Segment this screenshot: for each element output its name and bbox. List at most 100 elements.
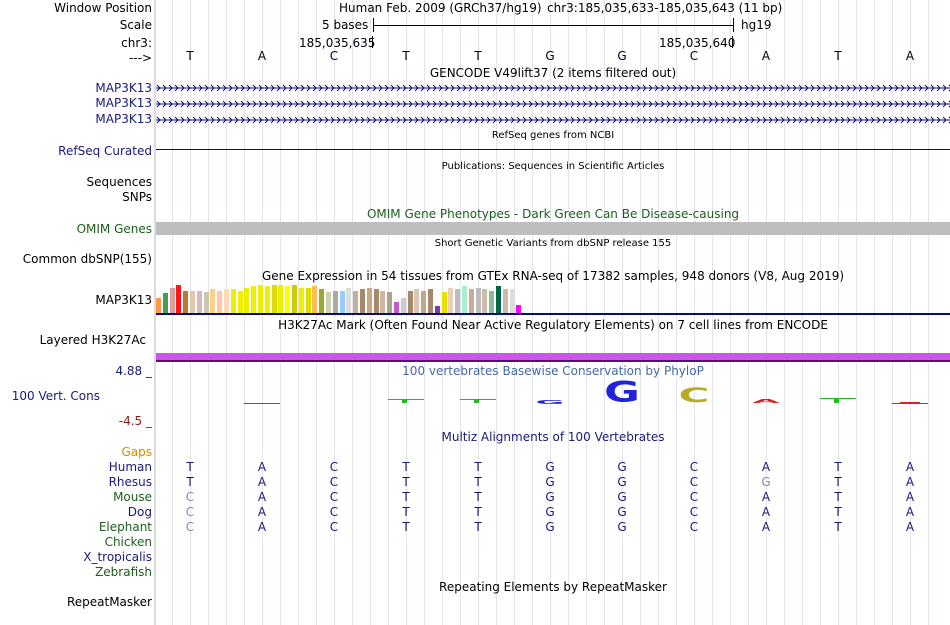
alignment-base: G xyxy=(545,490,555,504)
species-label-chicken[interactable]: Chicken xyxy=(104,535,152,549)
gtex-tissue-bar[interactable] xyxy=(360,289,365,313)
gencode-transcript[interactable] xyxy=(156,114,950,124)
gencode-transcript[interactable] xyxy=(156,82,950,92)
gencode-item-label[interactable]: MAP3K13 xyxy=(95,112,152,126)
gtex-tissue-bar[interactable] xyxy=(332,291,338,313)
gtex-tissue-bar[interactable] xyxy=(428,289,433,313)
gtex-tissue-bar[interactable] xyxy=(434,306,440,313)
gtex-tissue-bar[interactable] xyxy=(407,291,413,313)
species-label-mouse[interactable]: Mouse xyxy=(113,490,152,504)
publications-track-title[interactable]: Publications: Sequences in Scientific Ar… xyxy=(441,161,665,172)
gtex-tissue-bar[interactable] xyxy=(230,289,236,313)
species-label-rhesus[interactable]: Rhesus xyxy=(108,475,152,489)
omim-genes-label[interactable]: OMIM Genes xyxy=(76,222,152,236)
sequence-base: G xyxy=(617,49,627,63)
phylop-mark xyxy=(892,403,928,404)
species-label-zebrafish[interactable]: Zebrafish xyxy=(95,565,152,579)
gencode-item-label[interactable]: MAP3K13 xyxy=(95,96,152,110)
gtex-tissue-bar[interactable] xyxy=(366,288,372,313)
gtex-tissue-bar[interactable] xyxy=(169,288,175,313)
gtex-tissue-bar[interactable] xyxy=(421,291,427,313)
gtex-tissue-bar[interactable] xyxy=(387,292,393,313)
gtex-tissue-bar[interactable] xyxy=(196,291,202,313)
gtex-expression-bars[interactable] xyxy=(156,284,556,313)
gtex-tissue-bar[interactable] xyxy=(285,286,291,313)
gtex-tissue-bar[interactable] xyxy=(482,289,488,313)
gtex-tissue-bar[interactable] xyxy=(502,289,508,313)
repeatmasker-label[interactable]: RepeatMasker xyxy=(66,595,152,609)
gtex-tissue-bar[interactable] xyxy=(319,289,325,313)
omim-track-title[interactable]: OMIM Gene Phenotypes - Dark Green Can Be… xyxy=(366,207,740,221)
refseq-gene-line[interactable] xyxy=(156,149,950,150)
gtex-tissue-bar[interactable] xyxy=(305,288,311,313)
gtex-tissue-bar[interactable] xyxy=(516,305,522,313)
window-position-label: Window Position xyxy=(54,1,152,15)
refseq-curated-label[interactable]: RefSeq Curated xyxy=(58,144,152,158)
species-label-human[interactable]: Human xyxy=(108,460,152,474)
snps-label[interactable]: SNPs xyxy=(122,190,152,204)
gtex-tissue-bar[interactable] xyxy=(394,302,399,313)
species-label-x-tropicalis[interactable]: X_tropicalis xyxy=(83,550,152,564)
gtex-tissue-bar[interactable] xyxy=(326,292,331,313)
gtex-tissue-bar[interactable] xyxy=(298,288,304,313)
gtex-tissue-bar[interactable] xyxy=(210,289,216,313)
gtex-tissue-bar[interactable] xyxy=(224,289,229,313)
gtex-tissue-bar[interactable] xyxy=(176,285,182,313)
layered-h3k27ac-label[interactable]: Layered H3K27Ac xyxy=(39,333,146,347)
track-data-area[interactable]: Human Feb. 2009 (GRCh37/hg19) chr3:185,0… xyxy=(156,0,950,625)
gtex-tissue-bar[interactable] xyxy=(156,298,161,313)
gtex-tissue-bar[interactable] xyxy=(475,288,481,313)
gtex-tissue-bar[interactable] xyxy=(244,288,250,313)
gtex-tissue-bar[interactable] xyxy=(251,286,257,313)
sequences-label[interactable]: Sequences xyxy=(86,175,152,189)
gencode-item-label[interactable]: MAP3K13 xyxy=(95,81,152,95)
phylop-track-title[interactable]: 100 vertebrates Basewise Conservation by… xyxy=(402,364,704,378)
gtex-tissue-bar[interactable] xyxy=(237,291,243,313)
gtex-tissue-bar[interactable] xyxy=(448,288,454,313)
species-label-elephant[interactable]: Elephant xyxy=(98,520,152,534)
gtex-tissue-bar[interactable] xyxy=(258,285,263,313)
gtex-tissue-bar[interactable] xyxy=(509,289,515,313)
gtex-tissue-bar[interactable] xyxy=(496,286,501,313)
gaps-label[interactable]: Gaps xyxy=(121,445,152,459)
gtex-gene-label[interactable]: MAP3K13 xyxy=(95,293,152,307)
phylop-track-label[interactable]: 100 Vert. Cons xyxy=(11,389,100,403)
gtex-tissue-bar[interactable] xyxy=(203,292,209,313)
h3k27ac-track-title[interactable]: H3K27Ac Mark (Often Found Near Active Re… xyxy=(278,318,828,332)
gtex-tissue-bar[interactable] xyxy=(373,289,379,313)
gtex-tissue-bar[interactable] xyxy=(400,298,406,313)
phylop-logo[interactable]: G G C A xyxy=(156,378,950,410)
h3k27ac-signal[interactable] xyxy=(156,353,950,360)
label-divider[interactable] xyxy=(154,0,156,625)
gencode-track-title[interactable]: GENCODE V49lift37 (2 items filtered out) xyxy=(429,66,677,80)
multiz-track-title[interactable]: Multiz Alignments of 100 Vertebrates xyxy=(441,430,665,444)
omim-feature-bar[interactable] xyxy=(156,222,950,235)
gtex-tissue-bar[interactable] xyxy=(162,293,168,313)
common-dbsnp-label[interactable]: Common dbSNP(155) xyxy=(22,252,152,266)
gtex-tissue-bar[interactable] xyxy=(468,289,474,313)
gtex-tissue-bar[interactable] xyxy=(292,285,297,313)
gtex-tissue-bar[interactable] xyxy=(414,289,420,313)
gtex-tissue-bar[interactable] xyxy=(353,291,359,313)
gtex-tissue-bar[interactable] xyxy=(346,288,352,313)
gtex-tissue-bar[interactable] xyxy=(380,291,386,313)
gtex-tissue-bar[interactable] xyxy=(190,291,195,313)
gtex-tissue-bar[interactable] xyxy=(217,291,223,313)
gtex-tissue-bar[interactable] xyxy=(278,285,284,313)
dbsnp-track-title[interactable]: Short Genetic Variants from dbSNP releas… xyxy=(434,238,672,249)
gtex-tissue-bar[interactable] xyxy=(489,291,495,313)
gtex-tissue-bar[interactable] xyxy=(441,292,447,313)
gtex-tissue-bar[interactable] xyxy=(462,286,467,313)
gencode-transcript[interactable] xyxy=(156,98,950,108)
gtex-tissue-bar[interactable] xyxy=(339,291,345,313)
gtex-tissue-bar[interactable] xyxy=(264,286,270,313)
gtex-track-title[interactable]: Gene Expression in 54 tissues from GTEx … xyxy=(261,269,845,283)
gtex-tissue-bar[interactable] xyxy=(183,291,189,313)
gtex-tissue-bar[interactable] xyxy=(455,289,461,313)
species-label-dog[interactable]: Dog xyxy=(127,505,152,519)
repeatmasker-track-title[interactable]: Repeating Elements by RepeatMasker xyxy=(439,580,667,594)
refseq-track-title[interactable]: RefSeq genes from NCBI xyxy=(491,130,615,141)
gtex-tissue-bar[interactable] xyxy=(271,285,277,313)
gtex-tissue-bar[interactable] xyxy=(312,286,318,313)
